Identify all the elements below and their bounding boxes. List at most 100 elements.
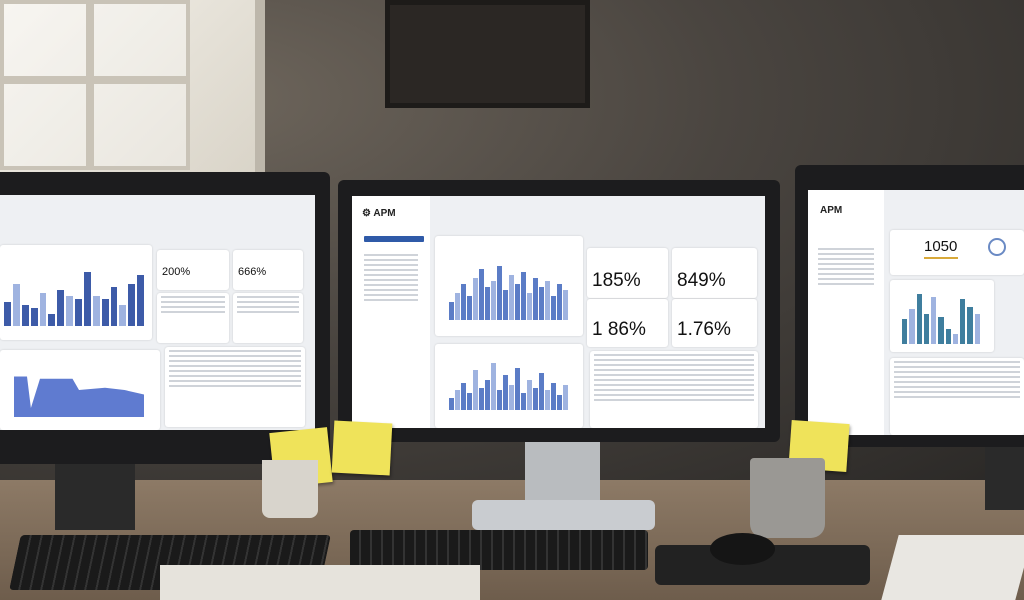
chart-bar xyxy=(509,385,514,410)
chart-bar xyxy=(539,287,544,320)
left-area-chart xyxy=(0,350,160,430)
kpi-value: 1050 xyxy=(924,238,958,255)
chart-bar xyxy=(48,314,56,326)
chart-bar xyxy=(449,397,454,410)
chart-bar xyxy=(485,380,490,410)
apm-logo: APM xyxy=(820,205,843,216)
chart-bar xyxy=(545,390,550,410)
chart-bar xyxy=(923,314,930,344)
center-monitor-base xyxy=(472,500,655,530)
chart-bar xyxy=(533,387,538,410)
chart-bar xyxy=(57,290,65,326)
chart-bar xyxy=(128,284,136,326)
chart-bar xyxy=(563,290,568,320)
chart-bar xyxy=(533,278,538,320)
left-bar-chart xyxy=(0,245,152,340)
kpi-card: 1 86% xyxy=(587,299,668,347)
chart-bar xyxy=(938,316,944,344)
chart-bar xyxy=(952,334,959,344)
left-list-card xyxy=(233,293,303,343)
center-screen: ⚙ APM 185% 849% 1 86% 1.76% xyxy=(352,196,765,428)
chart-bar xyxy=(931,296,937,344)
chart-bar xyxy=(467,392,472,410)
chart-bar xyxy=(101,299,109,326)
chart-bar xyxy=(66,296,73,326)
window xyxy=(0,0,265,180)
notebook xyxy=(881,535,1024,600)
right-kpi-card: 1050 xyxy=(890,230,1024,275)
kpi-card: 1.76% xyxy=(672,299,757,347)
kpi-card: 185% xyxy=(587,248,668,298)
chart-bar xyxy=(455,293,460,320)
chart-bar xyxy=(4,302,11,326)
chart-bar xyxy=(467,296,472,320)
chart-bar xyxy=(461,284,466,320)
chart-bar xyxy=(497,266,502,320)
center-monitor-stand xyxy=(525,440,600,502)
chart-bar xyxy=(916,294,922,344)
chart-bar xyxy=(479,269,484,320)
center-chart-1 xyxy=(435,236,583,336)
sidebar: APM xyxy=(808,190,884,435)
gauge-icon xyxy=(988,238,1006,256)
kpi-value: 200% xyxy=(162,266,191,278)
right-monitor-stand xyxy=(985,440,1024,510)
chart-bar xyxy=(485,287,490,320)
kpi-value: 666% xyxy=(238,266,267,278)
chart-bar xyxy=(551,296,556,320)
right-screen: APM 1050 xyxy=(808,190,1024,435)
logo-icon: ⚙ xyxy=(362,208,371,219)
chart-bar xyxy=(449,302,454,320)
chart-bar xyxy=(75,299,82,326)
apm-logo: ⚙ APM xyxy=(362,208,396,219)
chart-bar xyxy=(909,309,915,344)
mug xyxy=(750,458,825,538)
keyboard[interactable] xyxy=(350,530,648,570)
chart-bar xyxy=(539,372,544,410)
chart-bar xyxy=(119,305,127,326)
chart-bar xyxy=(491,362,496,410)
chart-bar xyxy=(945,329,951,344)
chart-bar xyxy=(515,367,520,410)
chart-bar xyxy=(137,275,144,326)
data-table xyxy=(590,351,758,428)
sidebar: ⚙ APM xyxy=(352,196,430,428)
chart-bar xyxy=(557,284,562,320)
chart-bar xyxy=(473,278,478,320)
chart-bar xyxy=(39,293,47,326)
kpi-value: 849% xyxy=(677,270,726,291)
chart-bar xyxy=(960,299,966,344)
picture-frame xyxy=(385,0,590,108)
chart-bar xyxy=(563,385,568,410)
left-table xyxy=(165,347,305,427)
cup xyxy=(262,460,318,518)
progress-bar xyxy=(924,257,958,259)
chart-bar xyxy=(545,281,550,320)
mouse[interactable] xyxy=(710,533,775,565)
chart-bar xyxy=(527,293,532,320)
sidebar-item-active[interactable] xyxy=(364,236,424,242)
chart-bar xyxy=(12,284,20,326)
chart-bar xyxy=(461,382,466,410)
chart-bar xyxy=(557,395,562,410)
chart-bar xyxy=(527,380,532,410)
left-screen: 200% 666% xyxy=(0,195,315,430)
chart-bar xyxy=(503,375,508,410)
left-kpi-card: 200% xyxy=(157,250,229,290)
kpi-card: 849% xyxy=(672,248,757,298)
sticky-note xyxy=(331,420,393,476)
chart-bar xyxy=(521,392,526,410)
chart-bar xyxy=(521,272,526,320)
paper xyxy=(160,565,480,600)
chart-bar xyxy=(967,306,973,344)
chart-bar xyxy=(83,272,91,326)
chart-bar xyxy=(497,390,502,410)
chart-bar xyxy=(21,305,29,326)
kpi-value: 1.76% xyxy=(677,319,731,340)
center-chart-2 xyxy=(435,344,583,428)
right-bar-chart xyxy=(890,280,994,352)
chart-bar xyxy=(110,287,118,326)
left-kpi-card: 666% xyxy=(233,250,303,290)
chart-bar xyxy=(92,296,100,326)
kpi-value: 1 86% xyxy=(592,319,646,340)
